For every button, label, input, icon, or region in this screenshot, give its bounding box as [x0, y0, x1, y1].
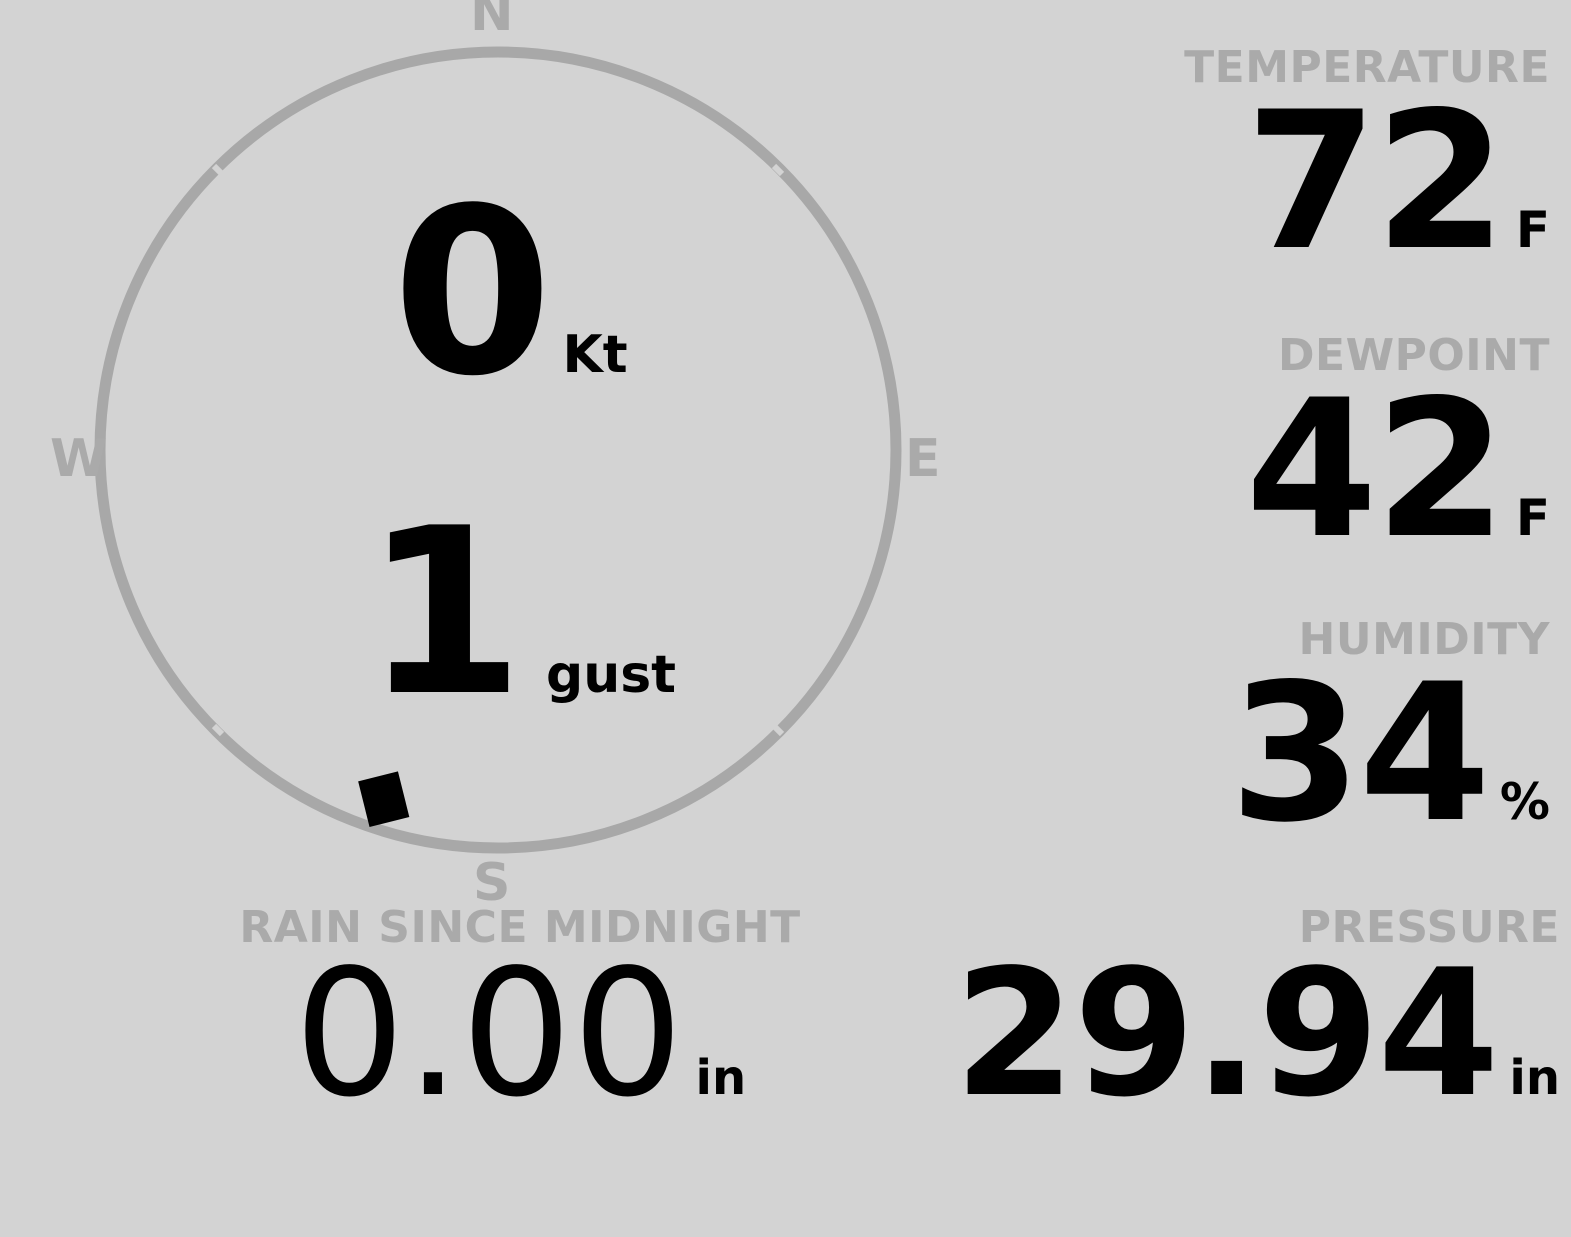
dewpoint-value: 42 [1245, 359, 1506, 580]
compass-tick-nw [211, 163, 225, 177]
wind-direction-marker-square [358, 771, 410, 827]
compass-label-north: N [470, 0, 514, 43]
compass-tick-sw [211, 723, 225, 737]
wind-gust-value: 1 [363, 480, 524, 747]
humidity-value: 34 [1229, 643, 1490, 864]
dewpoint-label: DEWPOINT [1278, 330, 1550, 381]
compass-tick-group [211, 163, 785, 737]
compass-label-south: S [473, 853, 511, 913]
pressure-label: PRESSURE [1298, 902, 1560, 953]
compass-dial-svg [94, 46, 902, 854]
temperature-label: TEMPERATURE [1184, 42, 1550, 93]
compass-label-west: W [50, 429, 108, 489]
temperature-row: 72 F [1130, 71, 1550, 292]
wind-speed-unit: Kt [562, 325, 628, 385]
humidity-panel: HUMIDITY 34 % [1130, 614, 1550, 864]
dewpoint-unit: F [1515, 489, 1550, 547]
compass-tick-se [771, 723, 785, 737]
rain-value: 0.00 [293, 933, 684, 1136]
wind-gust-readout: 1 gust [300, 480, 740, 747]
humidity-row: 34 % [1130, 643, 1550, 864]
compass-tick-ne [771, 163, 785, 177]
rain-unit: in [695, 1050, 747, 1106]
dewpoint-panel: DEWPOINT 42 F [1130, 330, 1550, 580]
wind-speed-readout: 0 Kt [300, 160, 720, 427]
pressure-value: 29.94 [953, 933, 1500, 1136]
pressure-unit: in [1509, 1050, 1560, 1106]
rain-row: 0.00 in [210, 933, 830, 1136]
compass-label-east: E [905, 429, 941, 489]
humidity-unit: % [1499, 773, 1550, 831]
wind-gust-unit: gust [545, 645, 677, 705]
pressure-row: 29.94 in [900, 933, 1560, 1136]
temperature-value: 72 [1245, 71, 1506, 292]
humidity-label: HUMIDITY [1298, 614, 1550, 665]
rain-panel: RAIN SINCE MIDNIGHT 0.00 in [210, 902, 830, 1136]
wind-speed-value: 0 [392, 160, 552, 427]
temperature-panel: TEMPERATURE 72 F [1130, 42, 1550, 292]
dewpoint-row: 42 F [1130, 359, 1550, 580]
wind-direction-marker [358, 771, 410, 827]
wind-compass-dial[interactable]: N E S W 0 Kt 1 gust [0, 0, 960, 909]
rain-label: RAIN SINCE MIDNIGHT [239, 902, 801, 953]
pressure-panel: PRESSURE 29.94 in [900, 902, 1560, 1136]
temperature-unit: F [1515, 201, 1550, 259]
compass-ring [94, 46, 902, 854]
